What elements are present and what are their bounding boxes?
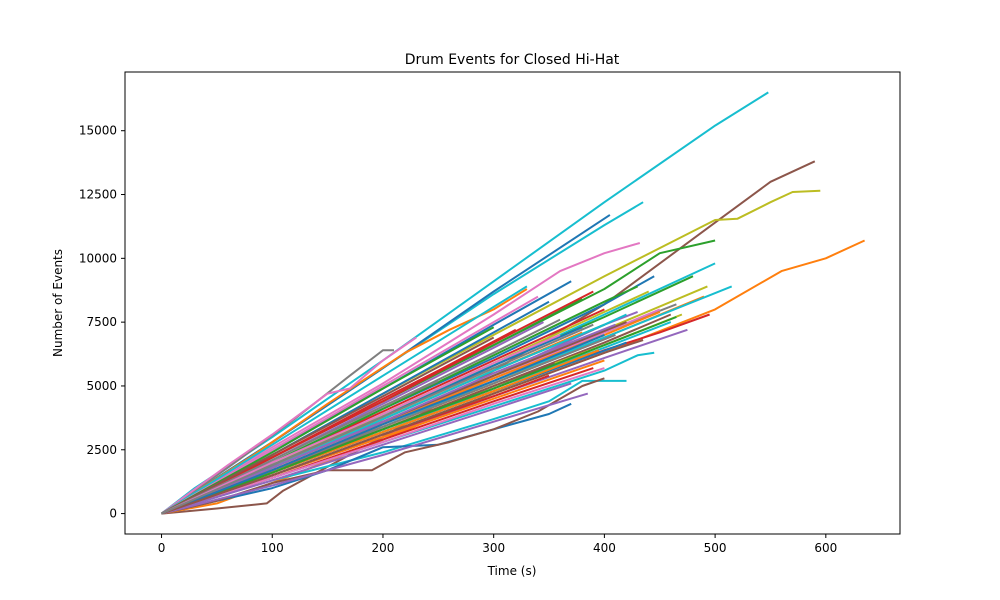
series-line-57 <box>161 379 439 515</box>
series-line-61 <box>161 323 616 515</box>
chart-title: Drum Events for Closed Hi-Hat <box>405 52 620 68</box>
series-line-56 <box>161 336 495 515</box>
series-group <box>160 91 866 515</box>
series-line-40 <box>161 295 539 515</box>
series-line-7 <box>160 242 641 515</box>
x-tick-label: 0 <box>158 541 166 555</box>
series-line-39 <box>160 285 528 515</box>
x-axis-label: Time (s) <box>487 564 537 578</box>
x-tick-label: 600 <box>814 541 837 555</box>
series-line-10 <box>160 336 417 515</box>
y-axis: 0 2500 5000 7500 10000 12500 15000 <box>79 124 125 521</box>
y-axis-label: Number of Events <box>51 249 65 357</box>
y-tick-label: 5000 <box>86 379 117 393</box>
y-tick-label: 0 <box>109 507 117 521</box>
series-line-67 <box>161 323 594 515</box>
y-tick-label: 2500 <box>86 443 117 457</box>
series-line-66 <box>161 339 644 515</box>
series-line-51 <box>161 382 572 515</box>
series-line-19 <box>161 392 589 515</box>
series-line-18 <box>161 377 605 515</box>
series-line-60 <box>161 333 561 515</box>
plot-frame <box>124 71 901 535</box>
x-axis: 0 100 200 300 400 500 600 <box>158 534 837 555</box>
x-tick-label: 100 <box>261 541 284 555</box>
x-tick-label: 300 <box>482 541 505 555</box>
y-tick-label: 15000 <box>79 124 117 138</box>
x-tick-label: 500 <box>704 541 727 555</box>
series-line-54 <box>161 290 594 515</box>
y-tick-label: 10000 <box>79 251 117 265</box>
series-line-50 <box>161 367 605 515</box>
x-tick-label: 400 <box>593 541 616 555</box>
y-tick-label: 7500 <box>86 315 117 329</box>
series-line-63 <box>161 316 677 515</box>
y-tick-label: 12500 <box>79 188 117 202</box>
x-tick-label: 200 <box>372 541 395 555</box>
series-line-43 <box>161 326 495 515</box>
series-line-65 <box>161 333 605 515</box>
